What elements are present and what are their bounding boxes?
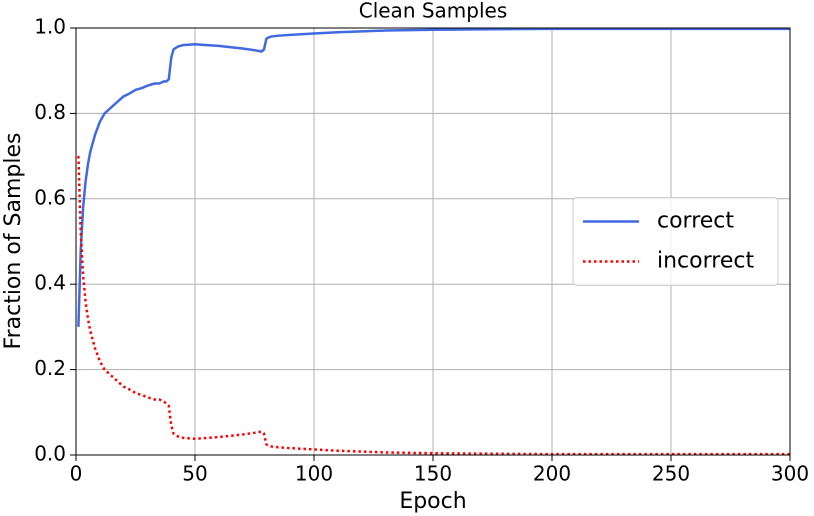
x-tick-label: 150 [414, 462, 452, 486]
series-line [77, 156, 790, 456]
series-line [77, 27, 790, 327]
x-tick-label: 0 [70, 462, 83, 486]
x-tick-label: 200 [533, 462, 571, 486]
y-axis-label: Fraction of Samples [1, 133, 26, 350]
legend-box [572, 197, 779, 286]
y-tick-label: 0.0 [34, 442, 66, 466]
legend: correct incorrect [572, 197, 779, 286]
legend-label: incorrect [657, 249, 754, 274]
x-tick-label: 250 [652, 462, 690, 486]
y-tick-label: 0.4 [34, 271, 66, 295]
y-tick-label: 0.2 [34, 356, 66, 380]
chart-title: Clean Samples [359, 0, 508, 23]
y-tick-label: 0.6 [34, 185, 66, 209]
plot-frame [75, 27, 791, 456]
y-tick-label: 0.8 [34, 100, 66, 124]
legend-label: correct [657, 209, 734, 234]
y-tick-label: 1.0 [34, 15, 66, 39]
x-axis-label: Epoch [399, 489, 466, 514]
x-tick-label: 100 [295, 462, 333, 486]
x-tick-label: 300 [771, 462, 809, 486]
x-tick-label: 50 [182, 462, 207, 486]
